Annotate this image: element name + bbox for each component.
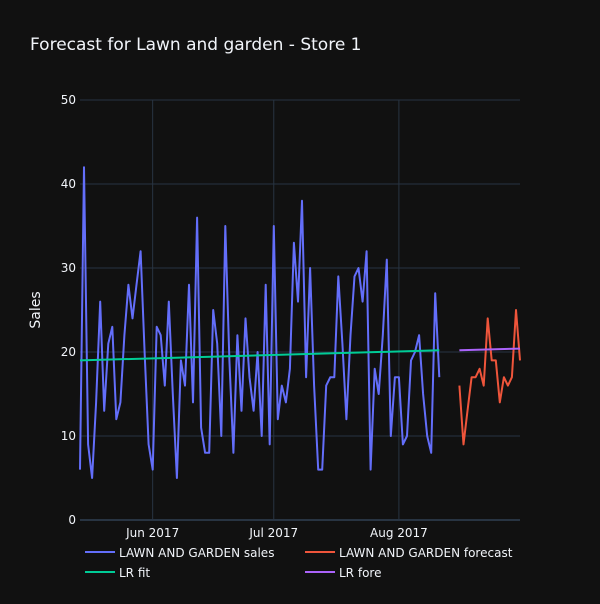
x-tick-label: Aug 2017 — [370, 526, 428, 540]
axis-layer: 0 10 20 30 40 50 Jun 2017 Jul 2017 Aug 2017 — [61, 93, 428, 540]
y-tick-label: 10 — [61, 429, 76, 443]
legend-item[interactable]: LAWN AND GARDEN forecast — [305, 546, 513, 560]
series-layer — [79, 166, 521, 479]
legend-label: LAWN AND GARDEN forecast — [339, 546, 513, 560]
legend: LAWN AND GARDEN sales LAWN AND GARDEN for… — [85, 546, 513, 580]
y-tick-label: 50 — [61, 93, 76, 107]
y-tick-label: 30 — [61, 261, 76, 275]
chart-title: Forecast for Lawn and garden - Store 1 — [30, 35, 362, 55]
y-axis-title: Sales — [28, 291, 44, 328]
y-tick-label: 40 — [61, 177, 76, 191]
y-tick-label: 20 — [61, 345, 76, 359]
legend-item[interactable]: LR fore — [305, 566, 381, 580]
legend-label: LR fore — [339, 566, 381, 580]
series-line-1 — [458, 309, 521, 446]
y-tick-label: 0 — [68, 513, 76, 527]
legend-item[interactable]: LR fit — [85, 566, 150, 580]
x-tick-label: Jun 2017 — [125, 526, 179, 540]
series-line-0 — [79, 166, 441, 479]
series-line-2 — [79, 349, 440, 362]
legend-label: LAWN AND GARDEN sales — [119, 546, 274, 560]
legend-label: LR fit — [119, 566, 150, 580]
legend-item[interactable]: LAWN AND GARDEN sales — [85, 546, 274, 560]
grid-layer — [80, 99, 520, 521]
series-line-3 — [459, 347, 521, 352]
x-tick-label: Jul 2017 — [248, 526, 298, 540]
